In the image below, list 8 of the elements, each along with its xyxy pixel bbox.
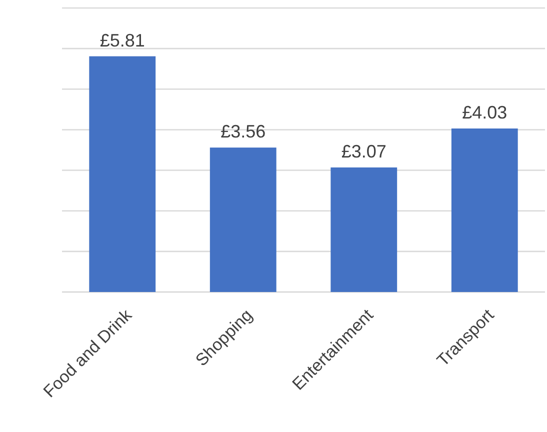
data-label: £5.81 <box>100 30 145 50</box>
bar <box>89 56 156 292</box>
data-label: £3.56 <box>220 122 266 142</box>
bar <box>330 167 398 292</box>
data-label: £4.03 <box>462 102 508 122</box>
bar <box>451 128 518 292</box>
bar <box>210 148 276 292</box>
data-label: £3.07 <box>341 141 386 162</box>
